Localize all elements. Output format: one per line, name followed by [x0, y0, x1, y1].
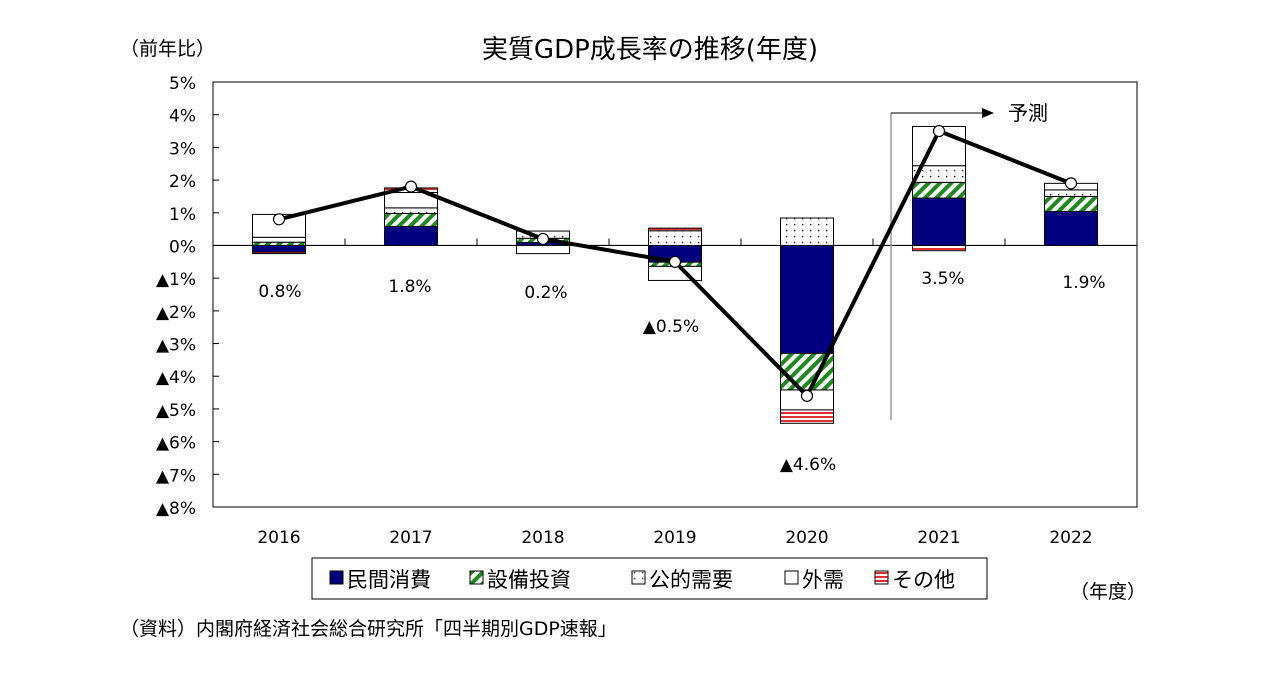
bar-公的需要-2020: [780, 217, 834, 246]
bar-その他-2021: [912, 244, 966, 252]
y-tick-label: ▲1%: [156, 270, 196, 290]
total-point-2017: [404, 180, 418, 193]
legend-label: 外需: [802, 568, 844, 592]
y-tick-label: ▲2%: [156, 303, 196, 323]
legend-swatch-0: [329, 570, 344, 585]
legend: 民間消費 設備投資 公的需要 外需 その他: [311, 557, 988, 600]
data-label: ▲4.6%: [780, 455, 836, 475]
x-tick-label: 2022: [1049, 528, 1092, 548]
total-point-2019: [668, 255, 682, 268]
x-tick-label: 2017: [389, 528, 432, 548]
legend-label: 設備投資: [487, 568, 571, 592]
y-tick-label: 0%: [169, 237, 196, 257]
legend-label: 公的需要: [649, 568, 733, 592]
y-tick-label: ▲7%: [156, 466, 196, 486]
legend-swatch-1: [469, 570, 484, 585]
y-tick-label: ▲4%: [156, 368, 196, 388]
bar-公的需要-2017: [384, 207, 438, 214]
chart-title: 実質GDP成長率の推移(年度): [482, 35, 818, 65]
bar-その他-2020: [780, 409, 834, 424]
total-point-2022: [1064, 177, 1078, 190]
y-tick-label: 3%: [169, 139, 196, 159]
bar-その他-2016: [252, 251, 306, 255]
data-label: ▲0.5%: [643, 317, 699, 337]
bar-設備投資-2021: [912, 181, 966, 199]
y-tick-label: 4%: [169, 107, 196, 127]
x-axis-label: （年度）: [1070, 581, 1146, 603]
y-tick-label: ▲5%: [156, 401, 196, 421]
legend-swatch-3: [784, 570, 799, 585]
x-tick-label: 2018: [521, 528, 564, 548]
total-point-2018: [536, 232, 550, 246]
total-point-2020: [800, 389, 814, 402]
bar-設備投資-2017: [384, 212, 438, 228]
x-tick-label: 2019: [653, 528, 696, 548]
bar-公的需要-2016: [252, 236, 306, 243]
bar-民間消費-2017: [384, 226, 438, 246]
y-tick-label: 5%: [169, 74, 196, 94]
legend-swatch-2: [631, 570, 646, 585]
legend-label: その他: [892, 568, 955, 592]
y-tick-label: ▲8%: [156, 499, 196, 519]
forecast-marker: 予測: [890, 101, 1048, 420]
y-tick-label: ▲3%: [156, 336, 196, 356]
forecast-label: 予測: [1008, 101, 1048, 125]
data-label: 3.5%: [921, 269, 964, 289]
bar-民間消費-2016: [252, 244, 306, 253]
total-point-2021: [932, 124, 946, 138]
bar-その他-2019: [648, 227, 702, 232]
bar-民間消費-2022: [1044, 210, 1098, 246]
data-label: 1.8%: [388, 277, 431, 297]
x-tick-label: 2016: [257, 528, 300, 548]
bar-設備投資-2022: [1044, 195, 1098, 212]
bar-民間消費-2020: [780, 244, 834, 354]
y-tick-label: 1%: [169, 205, 196, 225]
y-tick-label: 2%: [169, 172, 196, 192]
x-tick-label: 2020: [785, 528, 828, 548]
y-axis-label: （前年比）: [120, 38, 215, 60]
data-label: 0.2%: [524, 283, 567, 303]
bar-民間消費-2021: [912, 197, 966, 246]
bar-公的需要-2022: [1044, 189, 1098, 197]
x-tick-label: 2021: [917, 528, 960, 548]
bar-公的需要-2019: [648, 230, 702, 246]
plot-area: [212, 81, 1138, 508]
data-label: 1.9%: [1062, 273, 1105, 293]
y-tick-label: ▲6%: [156, 434, 196, 454]
source-note: （資料）内閣府経済社会総合研究所「四半期別GDP速報」: [120, 618, 617, 640]
forecast-arrow-icon: [982, 108, 994, 118]
legend-label: 民間消費: [347, 568, 431, 592]
bar-外需-2018: [516, 244, 570, 255]
legend-swatch-4: [874, 570, 889, 585]
total-point-2016: [272, 213, 286, 226]
data-label: 0.8%: [258, 282, 301, 302]
